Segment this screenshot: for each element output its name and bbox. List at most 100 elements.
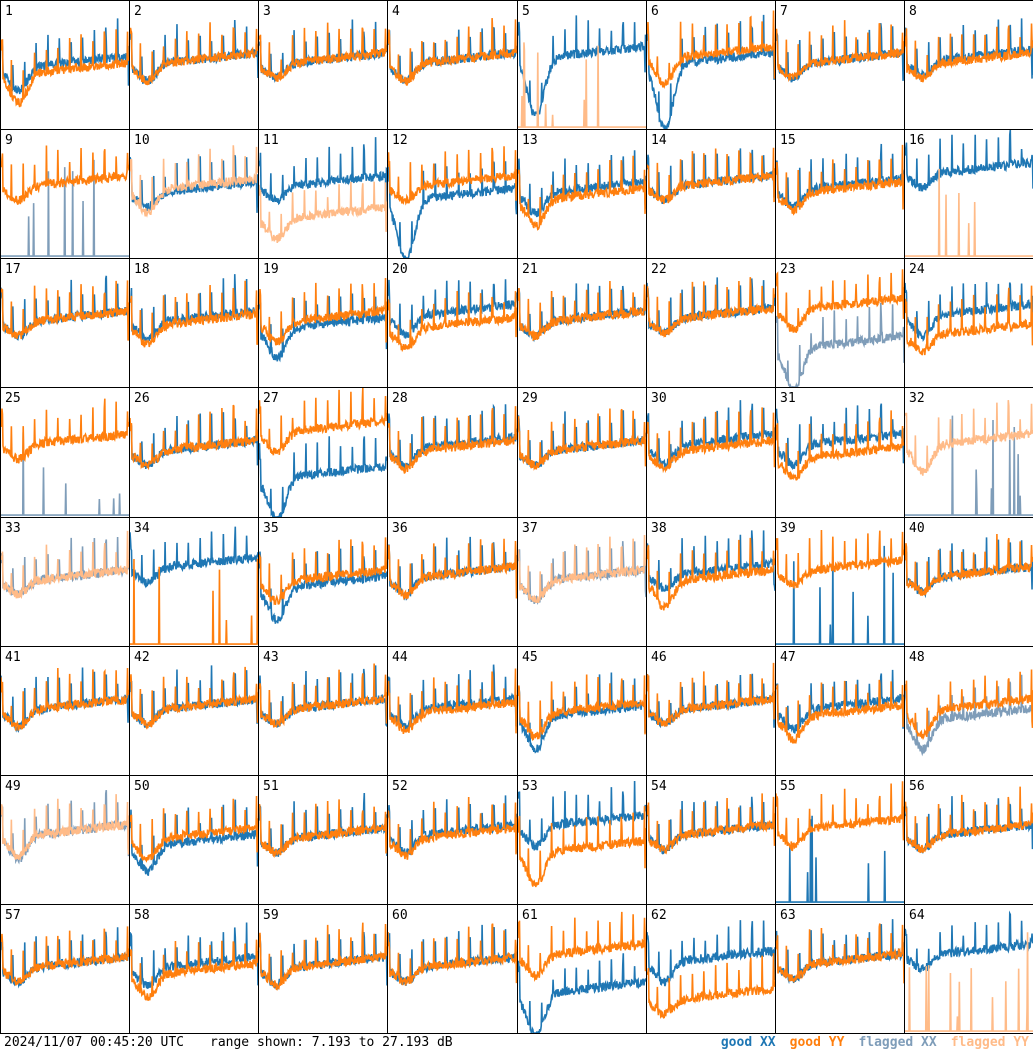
antenna-panel: 45: [517, 646, 647, 776]
spectrum-plot: [1, 776, 129, 904]
antenna-panel: 63: [775, 904, 905, 1034]
good-xx-series: [518, 283, 646, 339]
tile-number: 3: [263, 4, 271, 19]
antenna-panel: 42: [129, 646, 259, 776]
antenna-panel: 30: [646, 387, 776, 518]
antenna-panel: 32: [904, 387, 1033, 518]
spectrum-plot: [388, 259, 517, 387]
good-yy-series: [130, 559, 258, 644]
good-yy-series: [388, 924, 517, 986]
flagged-yy-series: [518, 535, 646, 603]
good-xx-series: [776, 144, 904, 211]
antenna-panel: 8: [904, 0, 1033, 130]
good-yy-series: [130, 940, 258, 1001]
spectrum-plot: [905, 905, 1033, 1033]
flagged-yy-series: [259, 182, 387, 243]
spectrum-plot: [647, 259, 775, 387]
good-xx-series: [776, 670, 904, 734]
antenna-panel: 12: [387, 129, 518, 259]
antenna-panel: 7: [775, 0, 905, 130]
spectrum-plot: [518, 518, 646, 646]
tile-number: 63: [780, 908, 796, 923]
flagged-yy-series: [518, 42, 646, 127]
good-yy-series: [1, 29, 129, 107]
spectrum-plot: [130, 1, 258, 129]
good-xx-series: [130, 274, 258, 342]
good-yy-series: [518, 912, 646, 980]
good-yy-series: [388, 797, 517, 860]
tile-number: 61: [522, 908, 538, 923]
good-xx-series: [518, 953, 646, 1033]
good-xx-series: [259, 932, 387, 989]
good-xx-series: [776, 546, 904, 644]
good-yy-series: [647, 663, 775, 727]
flagged-xx-series: [1, 160, 129, 256]
good-yy-series: [647, 407, 775, 470]
good-xx-series: [259, 436, 387, 517]
tile-number: 39: [780, 521, 796, 536]
good-yy-series: [776, 530, 904, 588]
good-yy-series: [518, 409, 646, 470]
good-yy-series: [259, 923, 387, 990]
tile-number: 36: [392, 521, 408, 536]
flagged-yy-series: [905, 400, 1033, 476]
good-yy-series: [388, 539, 517, 599]
tile-number: 55: [780, 779, 796, 794]
good-yy-series: [1, 145, 129, 204]
spectrum-plot: [1, 905, 129, 1033]
tile-number: 12: [392, 133, 408, 148]
good-yy-series: [647, 11, 775, 88]
tile-number: 43: [263, 650, 279, 665]
good-xx-series: [518, 15, 646, 116]
good-xx-series: [130, 923, 258, 989]
antenna-panel: 64: [904, 904, 1033, 1034]
good-xx-series: [130, 20, 258, 84]
good-xx-series: [518, 673, 646, 753]
flagged-xx-series: [776, 303, 904, 387]
tile-number: 38: [651, 521, 667, 536]
tile-number: 42: [134, 650, 150, 665]
spectrum-plot: [388, 388, 517, 517]
tile-number: 11: [263, 133, 279, 148]
spectrum-plot: [776, 647, 904, 775]
good-yy-series: [518, 806, 646, 887]
tile-number: 17: [5, 262, 21, 277]
tile-number: 33: [5, 521, 21, 536]
antenna-panel: 50: [129, 775, 259, 905]
antenna-panel: 34: [129, 517, 259, 647]
tile-number: 56: [909, 779, 925, 794]
flagged-xx-series: [905, 675, 1033, 754]
spectrum-plot: [518, 130, 646, 258]
antenna-panel: 40: [904, 517, 1033, 647]
antenna-panel: 38: [646, 517, 776, 647]
good-yy-series: [1, 399, 129, 464]
antenna-panel: 4: [387, 0, 518, 130]
antenna-panel: 28: [387, 387, 518, 518]
tile-number: 54: [651, 779, 667, 794]
flagged-xx-series: [1, 432, 129, 515]
flagged-yy-series: [1, 794, 129, 860]
antenna-panel: 31: [775, 387, 905, 518]
antenna-panel: 5: [517, 0, 647, 130]
antenna-panel: 17: [0, 258, 130, 388]
spectrum-plot: [1, 1, 129, 129]
good-xx-series: [1, 276, 129, 340]
tile-number: 32: [909, 391, 925, 406]
spectrum-plot: [905, 1, 1033, 129]
spectrum-plot: [518, 1, 646, 129]
antenna-panel: 15: [775, 129, 905, 259]
antenna-panel: 14: [646, 129, 776, 259]
spectrum-plot: [905, 259, 1033, 387]
antenna-panel: 58: [129, 904, 259, 1034]
antenna-panel: 22: [646, 258, 776, 388]
tile-number: 52: [392, 779, 408, 794]
good-yy-series: [388, 406, 517, 473]
tile-number: 57: [5, 908, 21, 923]
good-xx-series: [388, 161, 517, 258]
tile-number: 23: [780, 262, 796, 277]
tile-number: 64: [909, 908, 925, 923]
good-yy-series: [905, 286, 1033, 355]
legend-good-xx: good XX: [720, 1035, 776, 1050]
good-yy-series: [388, 669, 517, 734]
